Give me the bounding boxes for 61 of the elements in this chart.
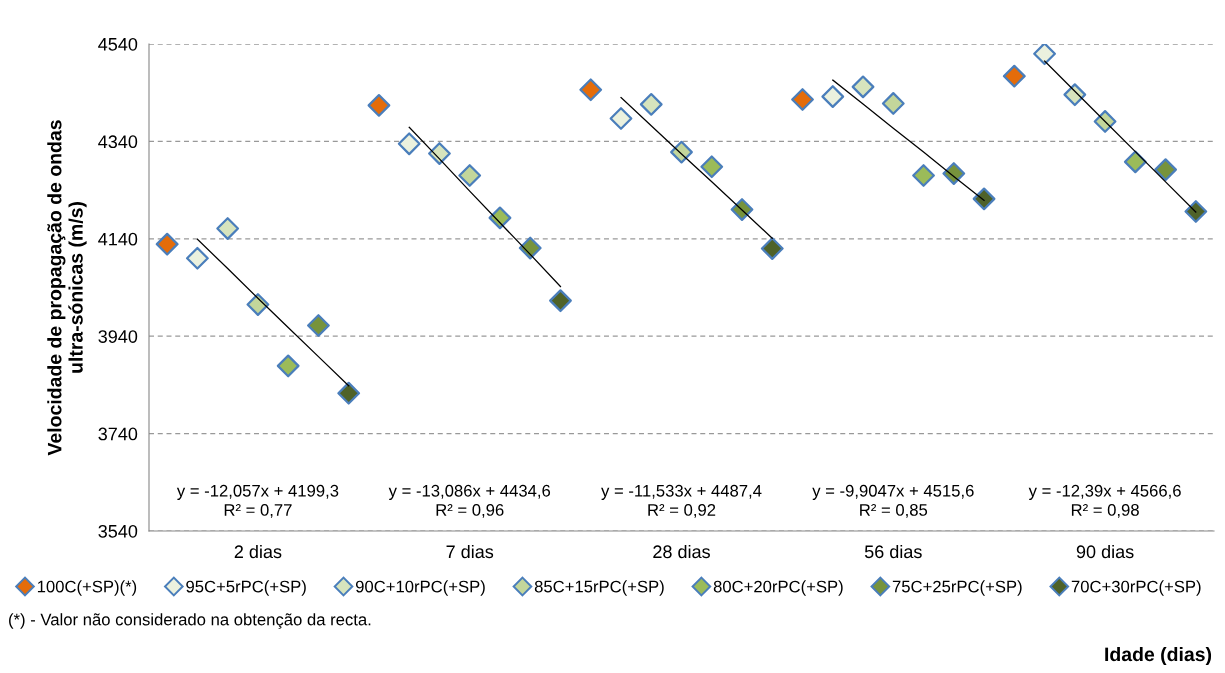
point (1093, 110, 1117, 133)
x-tick-label: 28 dias (653, 544, 710, 559)
line-series (408, 126, 562, 288)
point (246, 293, 270, 316)
point (881, 92, 905, 115)
point (216, 217, 240, 240)
y-tick-label: 4540 (98, 37, 138, 51)
point (337, 381, 361, 405)
annotation: y = -12,39x + 4566,6 R² = 0,98 (1028, 484, 1181, 518)
x-tick-label: 90 dias (1076, 544, 1134, 559)
point (518, 236, 542, 260)
legend-label: 100C(+SP)(*) (37, 580, 137, 596)
x-tick-label: 2 dias (234, 544, 282, 559)
point (791, 88, 814, 111)
point (1002, 64, 1026, 88)
point (821, 85, 845, 109)
legend-label: 85C+15rPC(+SP) (534, 580, 664, 596)
legend-label: 80C+20rPC(+SP) (713, 580, 843, 596)
point (458, 164, 482, 187)
point (367, 93, 391, 117)
annotation: y = -13,086x + 4434,6 R² = 0,96 (388, 484, 551, 518)
point (851, 75, 875, 99)
point (670, 140, 693, 164)
text: (*) - Valor não considerado na obtenção da recta. (9, 613, 371, 629)
point (549, 289, 572, 313)
legend-label: 70C+30rPC(+SP) (1071, 580, 1201, 596)
point (730, 198, 754, 221)
point (1123, 150, 1147, 174)
point (972, 187, 996, 211)
point (155, 232, 179, 256)
point (639, 92, 663, 116)
point (397, 132, 421, 156)
point (700, 155, 724, 179)
point (186, 246, 209, 270)
point (579, 78, 603, 102)
point (942, 162, 966, 185)
legend-label: 75C+25rPC(+SP) (892, 580, 1022, 596)
point (1154, 158, 1177, 182)
y-axis-title: Velocidade de propagação de ondas ultra-sónicas (m/s) (47, 120, 87, 456)
legend-label: 90C+10rPC(+SP) (355, 580, 485, 596)
annotation: y = -11,533x + 4487,4 R² = 0,92 (601, 484, 762, 518)
y-tick-label: 4340 (98, 135, 138, 149)
point (760, 237, 784, 260)
point (912, 164, 935, 187)
y-tick-label: 3740 (98, 427, 138, 441)
x-axis-title: Idade (dias) (1105, 646, 1212, 666)
y-tick-label: 3940 (98, 330, 138, 343)
legend-label: 95C+5rPC(+SP) (186, 580, 306, 596)
point (1184, 200, 1208, 223)
y-tick-label: 3540 (98, 524, 138, 538)
point (1033, 44, 1056, 66)
point (307, 314, 330, 337)
point (276, 354, 300, 378)
y-tick-label: 4140 (98, 232, 138, 246)
point (609, 107, 633, 130)
annotation: y = -12,057x + 4199,3 R² = 0,77 (176, 484, 339, 518)
x-tick-label: 56 dias (864, 544, 922, 559)
point (488, 206, 512, 230)
point (1063, 83, 1087, 107)
annotation: y = -9,9047x + 4515,6 R² = 0,85 (812, 484, 974, 518)
x-tick-label: 7 dias (446, 544, 494, 559)
